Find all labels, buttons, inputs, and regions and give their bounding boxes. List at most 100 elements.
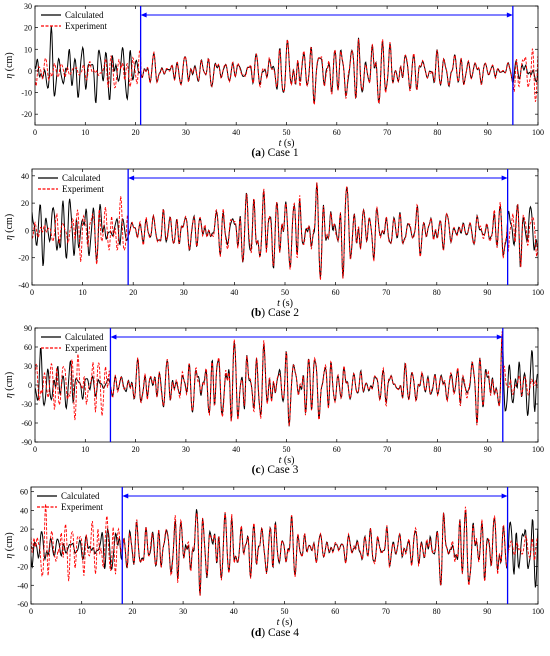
range-arrow-head-right [506,12,513,18]
y-tick-label: 0 [28,381,32,390]
y-tick-label: -20 [21,110,32,119]
x-tick-label: 10 [81,445,89,454]
series-line-experiment [32,182,538,281]
range-arrow-head-right [501,493,508,499]
x-tick-label: 50 [281,288,289,297]
panel-caption-letter: ( [251,147,255,159]
x-tick-label: 60 [331,607,339,616]
x-tick-label: 80 [433,288,441,297]
panel-caption-letter: ( [251,627,255,639]
x-axis-unit: (s) [284,138,295,149]
panel-caption-letter-inner: b [255,307,261,319]
x-tick-label: 100 [532,288,544,297]
y-tick-label: -90 [21,438,32,447]
x-tick-label: 20 [132,128,140,137]
legend-label-calculated: Calculated [62,173,101,183]
y-axis-symbol: η [4,233,15,240]
x-tick-label: 0 [33,128,37,137]
y-tick-label: 20 [21,199,29,208]
x-tick-label: 50 [281,607,289,616]
legend-label-experiment: Experiment [62,184,104,194]
y-tick-label: 40 [20,506,28,515]
x-tick-label: 90 [483,288,491,297]
y-tick-label: -60 [17,600,28,609]
chart-panel-3: 0 10 20 30 40 50 60 70 80 90 100 -90 -60 -30 0 30 60 90 t … [4,324,544,476]
x-tick-label: 40 [232,128,240,137]
panel-caption-letter-close: ) [261,147,265,159]
x-tick-label: 20 [128,607,136,616]
x-tick-label: 60 [333,128,341,137]
x-axis-symbol: t [277,298,282,309]
range-arrow-head-right [501,175,508,181]
x-tick-label: 10 [78,607,86,616]
x-tick-label: 40 [230,288,238,297]
y-tick-label: -20 [17,563,28,572]
x-tick-label: 100 [532,607,544,616]
x-tick-label: 20 [129,288,137,297]
x-tick-label: 50 [283,445,291,454]
x-tick-label: 70 [383,128,391,137]
x-tick-label: 90 [484,128,492,137]
x-tick-label: 80 [433,607,441,616]
y-tick-label: -20 [18,254,29,263]
y-tick-label: 90 [24,324,32,333]
chart-panel-1: 0 10 20 30 40 50 60 70 80 90 100 -20 -10 0 10 20 30 t (s)… [4,2,544,159]
panel-caption-letter: ( [251,307,255,319]
x-axis-symbol: t [279,138,284,149]
x-tick-label: 80 [433,128,441,137]
x-tick-label: 70 [382,607,390,616]
range-arrow-head-left [122,493,129,499]
series-line-experiment [35,38,538,106]
x-tick-label: 0 [30,288,34,297]
x-axis-label: t (s) [279,455,295,466]
y-tick-label: 0 [25,226,29,235]
panel-caption-letter-close: ) [261,307,265,319]
x-tick-label: 60 [332,288,340,297]
x-tick-label: 50 [283,128,291,137]
x-axis-label: t (s) [277,298,293,309]
range-arrow-head-right [496,334,503,340]
y-tick-label: 0 [28,67,32,76]
y-tick-label: -10 [21,89,32,98]
y-tick-label: 10 [24,45,32,54]
chart-panel-2: 0 10 20 30 40 50 60 70 80 90 100 -40 -20 0 20 40 t (s) η … [4,168,544,319]
x-axis-label: t (s) [279,138,295,149]
x-tick-label: 80 [433,445,441,454]
legend-label-experiment: Experiment [65,21,107,31]
panel-caption: (b) Case 2 [251,307,299,319]
x-tick-label: 10 [79,288,87,297]
x-axis-label: t (s) [277,617,293,628]
y-tick-label: 20 [24,24,32,33]
panel-caption-letter-inner: c [256,464,261,476]
legend-label-calculated: Calculated [65,332,104,342]
legend-label-calculated: Calculated [61,491,100,501]
panel-caption-text: Case 2 [265,307,299,319]
y-axis-label: η (cm) [4,52,15,78]
panel-caption: (d) Case 4 [251,627,299,639]
x-tick-label: 0 [33,445,37,454]
x-axis-unit: (s) [284,455,295,466]
panel-caption-letter-close: ) [261,627,265,639]
y-tick-label: 30 [24,362,32,371]
y-tick-label: -40 [17,581,28,590]
panel-caption: (c) Case 3 [252,464,299,476]
panel-caption-letter-inner: d [255,627,262,639]
y-axis-label: η (cm) [4,372,15,398]
y-tick-label: 60 [24,343,32,352]
y-axis-unit: (cm) [4,532,15,551]
panel-caption: (a) Case 1 [251,147,299,159]
range-arrow-head-left [128,175,135,181]
panel-caption-text: Case 4 [265,627,299,639]
y-tick-label: 40 [21,172,29,181]
legend-label-calculated: Calculated [65,10,104,20]
y-tick-label: 60 [20,488,28,497]
x-axis-symbol: t [277,617,282,628]
y-axis-label: η (cm) [4,214,15,240]
x-axis-unit: (s) [282,298,293,309]
range-arrow-head-left [140,12,147,18]
series-line-experiment [31,503,538,596]
y-axis-unit: (cm) [4,52,15,71]
y-axis-symbol: η [4,391,15,398]
panel-caption-letter-close: ) [261,464,265,476]
